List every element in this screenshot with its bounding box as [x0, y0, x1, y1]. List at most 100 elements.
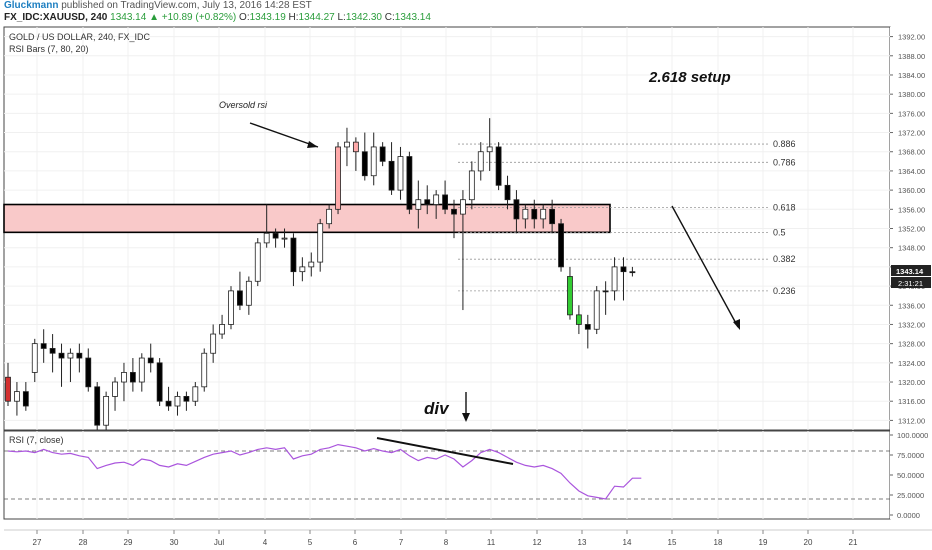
- candle: [245, 276, 252, 315]
- candle: [406, 151, 413, 215]
- candle-body: [575, 314, 582, 325]
- last-price-tag: [891, 265, 931, 277]
- candle-body: [31, 343, 38, 373]
- candle: [504, 175, 511, 210]
- candle: [219, 314, 225, 339]
- candle: [415, 180, 422, 229]
- fib-level-label: 0.618: [773, 202, 796, 212]
- candle-body: [121, 372, 127, 383]
- candle: [477, 142, 484, 181]
- candle-body: [460, 199, 466, 215]
- rsi-pane[interactable]: [3, 430, 891, 520]
- candle: [85, 348, 92, 392]
- candle: [370, 132, 377, 186]
- candle-body: [228, 290, 234, 325]
- fib-level-label: 0.886: [773, 139, 796, 149]
- candle: [254, 238, 261, 287]
- time-tick-label: 4: [263, 538, 268, 547]
- candles: [5, 118, 636, 430]
- candle-body: [49, 348, 56, 354]
- candle: [237, 271, 243, 311]
- rsi-line: [7, 443, 642, 500]
- candle-body: [254, 242, 261, 282]
- time-tick-label: 6: [353, 538, 358, 547]
- candle: [549, 199, 556, 234]
- price-tick-label: 1360.00: [898, 186, 925, 195]
- candle: [147, 343, 154, 373]
- candle-body: [94, 386, 101, 426]
- rsi-title: RSI (7, close): [9, 435, 64, 445]
- candle: [14, 382, 20, 416]
- candle-body: [174, 396, 181, 407]
- candle-body: [549, 208, 556, 225]
- candle-body: [531, 208, 538, 220]
- candle-body: [326, 208, 333, 225]
- candle-body: [201, 352, 208, 388]
- candle-body: [237, 290, 243, 306]
- candle-body: [433, 194, 440, 205]
- setup-annotation: 2.618 setup: [648, 69, 731, 86]
- candle-body: [14, 391, 20, 402]
- symbol-label[interactable]: FX_IDC:XAUUSD, 240: [4, 12, 108, 23]
- candle: [210, 324, 217, 363]
- price-tick-label: 1392.00: [898, 33, 925, 42]
- author-link[interactable]: Gluckmann: [4, 0, 59, 11]
- open-value: 1343.19: [249, 12, 286, 23]
- fib-level-label: 0.382: [773, 254, 796, 264]
- last-price: 1343.14: [110, 12, 147, 23]
- candle-body: [40, 343, 47, 349]
- candle: [76, 343, 83, 373]
- candle: [165, 386, 172, 411]
- candle: [388, 142, 395, 195]
- candle-body: [486, 146, 493, 153]
- candle: [460, 190, 466, 311]
- candle-body: [245, 280, 252, 306]
- candle: [112, 377, 118, 411]
- price-tick-label: 1380.00: [898, 90, 925, 99]
- candle-body: [495, 146, 502, 186]
- candle-body: [558, 223, 564, 268]
- projection-arrow: [671, 205, 740, 330]
- candle: [335, 142, 341, 215]
- candle: [575, 305, 582, 335]
- price-tick-label: 1324.00: [898, 359, 925, 368]
- candle: [317, 218, 324, 272]
- candle: [513, 190, 520, 234]
- candle-body: [477, 151, 484, 172]
- candle-body: [602, 290, 609, 293]
- candle-body: [611, 266, 618, 292]
- rsi-tick-label: 25.0000: [897, 491, 924, 500]
- candle: [433, 190, 440, 219]
- candle-body: [352, 141, 359, 153]
- candle: [138, 353, 145, 392]
- countdown-tag: [891, 277, 931, 289]
- candle-body: [406, 156, 413, 210]
- candle: [67, 348, 74, 383]
- candle-body: [388, 160, 395, 191]
- fib-level-label: 0.786: [773, 157, 796, 167]
- published-text: published on TradingView.com, July 13, 2…: [61, 0, 312, 11]
- time-tick-label: 28: [79, 538, 88, 547]
- candle-body: [183, 396, 190, 402]
- candle-body: [5, 376, 11, 402]
- candle: [602, 281, 609, 315]
- rsi-tick-label: 0.0000: [897, 511, 920, 520]
- candle: [201, 348, 208, 392]
- price-tick-label: 1332.00: [898, 320, 925, 329]
- candle: [290, 233, 297, 287]
- high-value: 1344.27: [298, 12, 335, 23]
- candle: [228, 286, 234, 330]
- candle: [156, 358, 163, 407]
- candle-body: [335, 146, 341, 210]
- high-label: H:: [288, 12, 299, 23]
- candle-body: [58, 352, 65, 359]
- candle-body: [263, 232, 270, 244]
- candle-body: [22, 391, 29, 407]
- demand-zone-box: [3, 203, 611, 234]
- candle-body: [138, 357, 145, 383]
- open-label: O:: [239, 12, 250, 23]
- candle: [611, 257, 618, 301]
- candle-body: [317, 223, 324, 263]
- time-tick-label: 5: [308, 538, 313, 547]
